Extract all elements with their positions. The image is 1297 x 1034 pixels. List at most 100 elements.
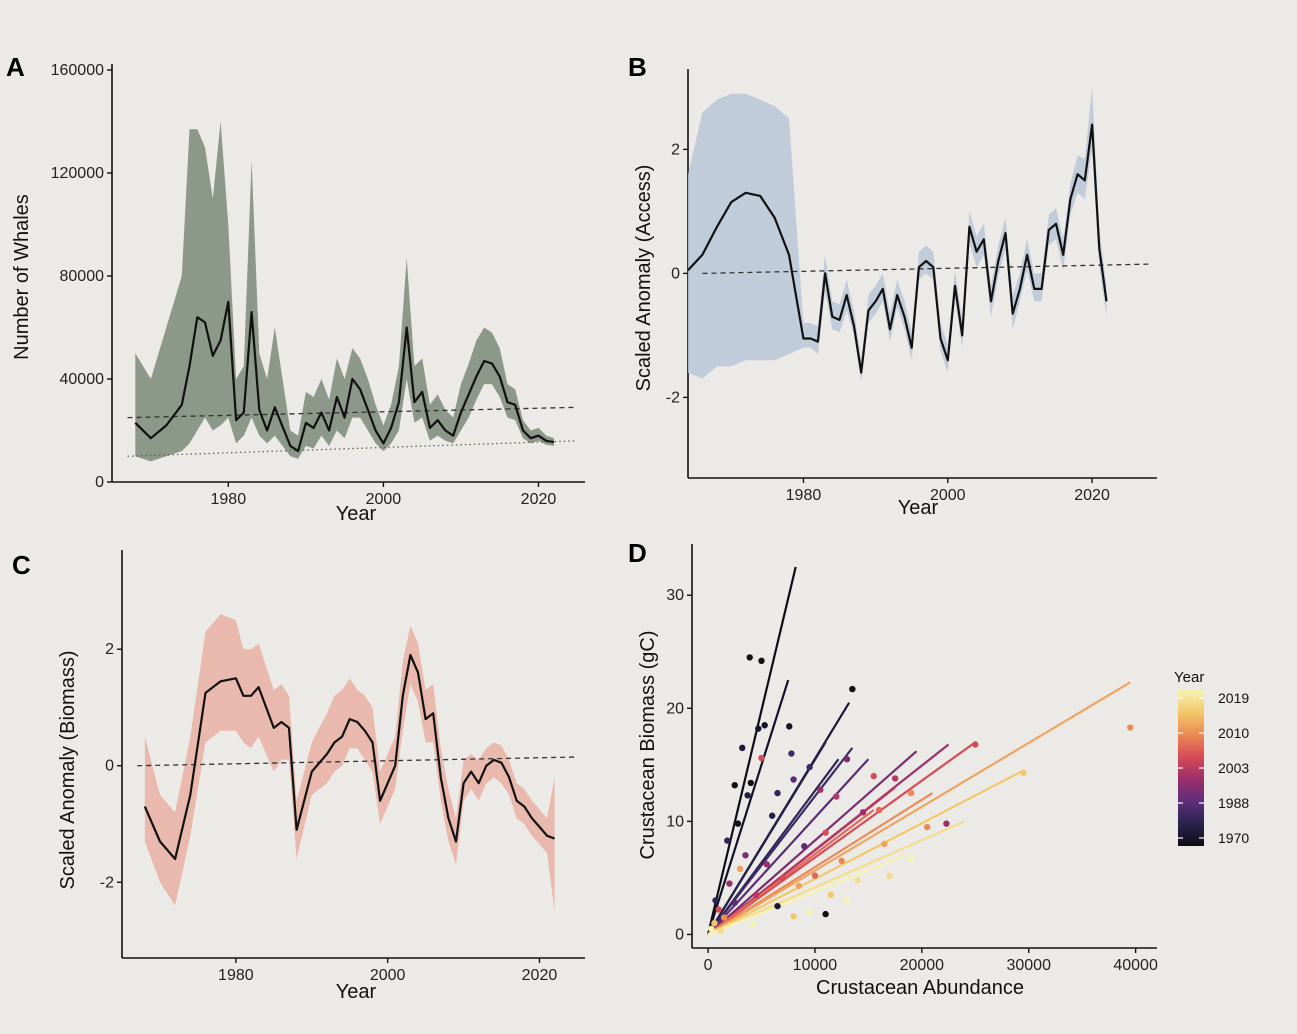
- reference-dashed-line: [137, 756, 578, 767]
- scatter-point: [717, 927, 725, 935]
- scatter-point: [763, 861, 771, 868]
- panel-letter-b: B: [628, 52, 647, 82]
- scatter-point: [724, 837, 731, 844]
- x-tick-label: 1980: [786, 487, 822, 504]
- x-tick-label: 0: [704, 957, 713, 974]
- series-line: [687, 123, 1108, 374]
- scatter-point: [795, 882, 803, 890]
- scatter-point: [749, 921, 757, 928]
- scatter-point: [720, 914, 728, 921]
- y-tick-label: 0: [95, 474, 104, 491]
- panel-b-x-axis-title: Year: [898, 497, 939, 519]
- y-tick-label: -2: [666, 389, 680, 406]
- scatter-point: [774, 789, 781, 797]
- panel-b-y-axis-title: Scaled Anomaly (Access): [633, 165, 655, 392]
- x-tick-label: 40000: [1113, 957, 1158, 974]
- x-tick-label: 2000: [370, 967, 406, 984]
- y-tick-label: 0: [105, 758, 114, 775]
- scatter-point: [801, 843, 808, 850]
- legend-tick-label: 1970: [1218, 830, 1249, 846]
- panel-b: B Year Scaled Anomaly (Access) -2 0 2 1980 2…: [628, 52, 1157, 519]
- year-legend: Year 2019 2010 2003 1988 1970: [1174, 669, 1249, 846]
- scatter-point: [886, 872, 893, 879]
- panel-a-y-axis-title: Number of Whales: [11, 194, 33, 360]
- scatter-point: [972, 741, 979, 748]
- scatter-point: [870, 772, 877, 780]
- panel-letter-d: D: [628, 538, 647, 568]
- scatter-point: [875, 806, 883, 814]
- x-tick-label: 2000: [930, 487, 966, 504]
- scatter-point: [712, 897, 719, 904]
- scatter-point: [822, 829, 829, 836]
- regression-line: [707, 854, 907, 936]
- x-tick-label: 30000: [1006, 957, 1051, 974]
- scatter-point: [761, 722, 768, 729]
- scatter-point: [726, 880, 733, 887]
- y-tick-label: 160000: [51, 62, 104, 79]
- scatter-point: [739, 744, 746, 752]
- scatter-point: [755, 725, 762, 732]
- x-tick-label: 20000: [900, 957, 945, 974]
- x-tick-label: 10000: [793, 957, 838, 974]
- y-tick-label: 0: [675, 926, 684, 943]
- panel-c-y-axis-title: Scaled Anomaly (Biomass): [57, 651, 79, 890]
- y-tick-label: 2: [105, 641, 114, 658]
- scatter-point: [758, 754, 765, 762]
- scatter-point: [827, 891, 835, 899]
- panel-d-y-axis-title: Crustacean Biomass (gC): [637, 631, 659, 860]
- reference-dotted-line: [127, 440, 578, 457]
- scatter-point: [849, 685, 856, 693]
- scatter-point: [788, 750, 795, 757]
- scatter-point: [843, 755, 851, 763]
- scatter-point: [833, 793, 840, 800]
- scatter-point: [779, 874, 787, 882]
- scatter-point: [786, 723, 793, 730]
- x-tick-label: 2000: [366, 491, 402, 508]
- y-tick-label: 2: [671, 141, 680, 158]
- scatter-point: [790, 776, 797, 783]
- legend-tick-label: 1988: [1218, 795, 1249, 811]
- scatter-point: [843, 897, 851, 904]
- scatter-point: [731, 899, 738, 906]
- scatter-point: [734, 820, 742, 827]
- scatter-point: [731, 781, 738, 789]
- panel-c: C Year Scaled Anomaly (Biomass) -2 0 2 1980…: [12, 550, 585, 1003]
- scatter-point: [747, 779, 754, 787]
- scatter-point: [744, 792, 751, 799]
- y-tick-label: 0: [671, 265, 680, 282]
- x-tick-label: 2020: [521, 491, 557, 508]
- panel-letter-a: A: [6, 52, 25, 82]
- scatter-point: [752, 891, 760, 899]
- y-tick-label: 80000: [60, 268, 105, 285]
- legend-tick-label: 2010: [1218, 725, 1249, 741]
- scatter-point: [838, 857, 845, 865]
- panel-a: A Year Number of Whales 0 40000 80000 12000…: [6, 52, 585, 525]
- panel-c-x-axis-title: Year: [336, 981, 377, 1003]
- scatter-point: [891, 775, 899, 782]
- scatter-point: [708, 925, 715, 932]
- scatter-point: [923, 823, 931, 831]
- reference-dashed-line: [702, 263, 1150, 275]
- series-line: [134, 300, 555, 453]
- scatter-point: [742, 852, 749, 859]
- scatter-point: [711, 919, 718, 927]
- regression-line: [707, 820, 966, 936]
- scatter-point: [817, 786, 824, 793]
- panel-d-x-axis-title: Crustacean Abundance: [816, 977, 1024, 999]
- panel-a-x-axis-title: Year: [336, 503, 377, 525]
- series-line: [143, 653, 555, 861]
- x-tick-label: 1980: [218, 967, 254, 984]
- scatter-point: [758, 657, 765, 665]
- scatter-point: [806, 908, 813, 916]
- scatter-point: [811, 872, 819, 879]
- x-tick-label: 2020: [522, 967, 558, 984]
- regression-line: [707, 741, 827, 936]
- scatter-point: [768, 812, 776, 819]
- y-tick-label: 10: [666, 813, 684, 830]
- reference-dashed-line: [127, 406, 578, 419]
- regression-line: [707, 750, 918, 936]
- scatter-point: [907, 789, 915, 797]
- regression-line: [707, 681, 1131, 936]
